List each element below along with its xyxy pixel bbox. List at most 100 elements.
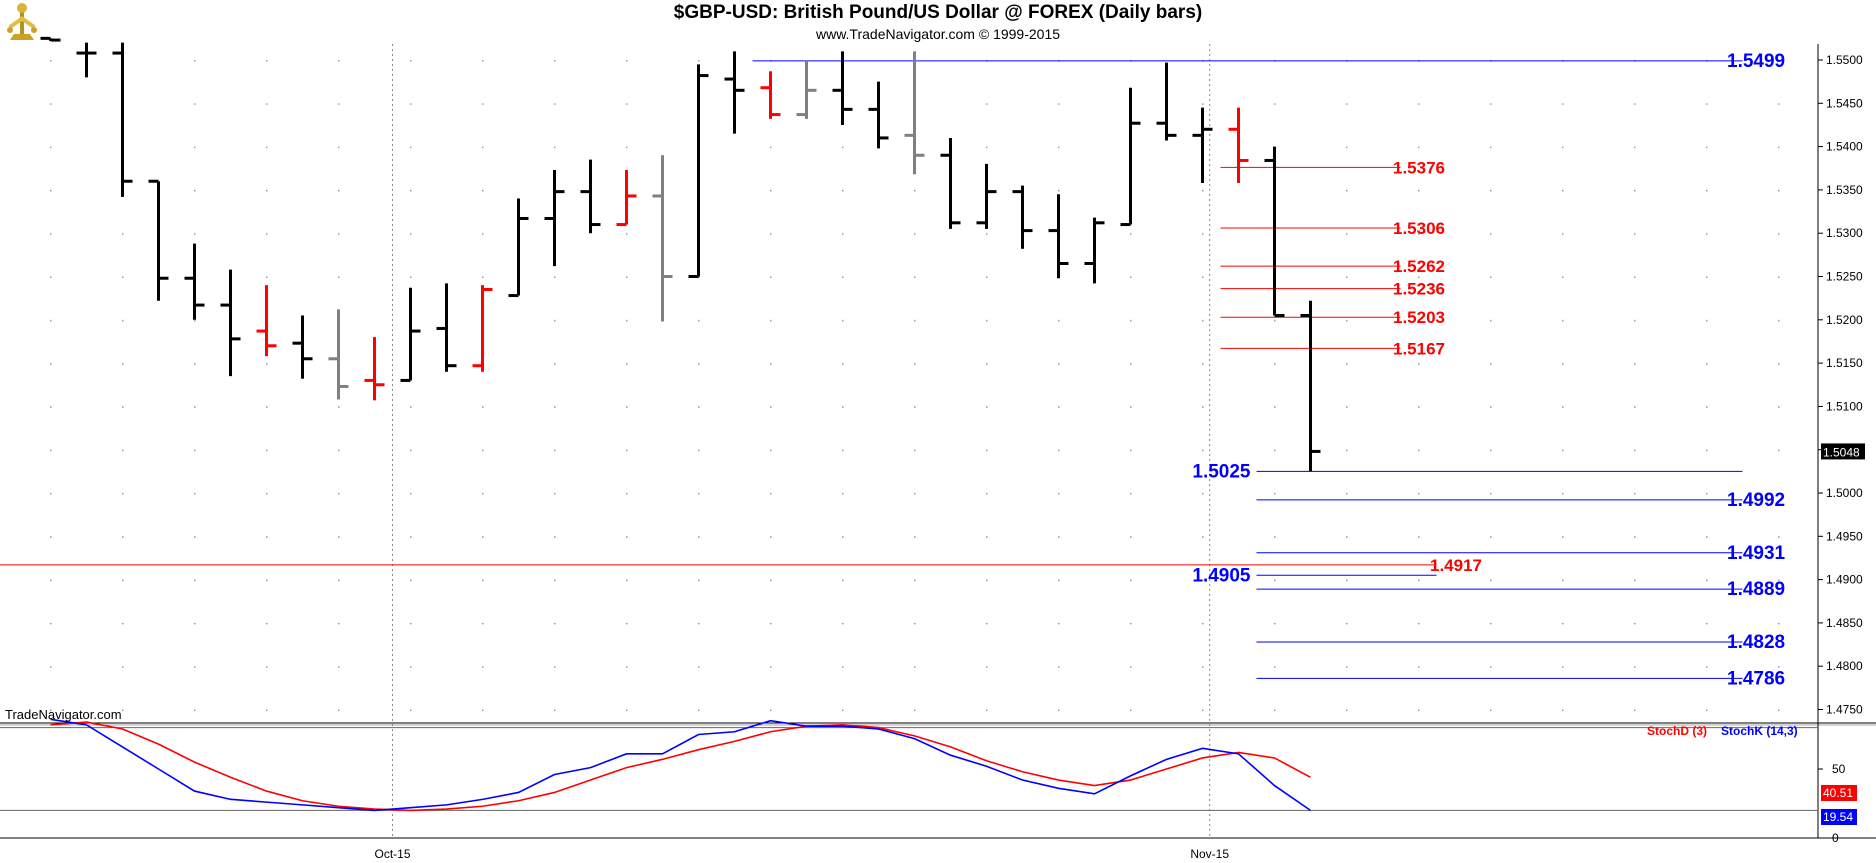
grid-dot bbox=[122, 579, 124, 582]
y-tick-label: 1.5150 bbox=[1826, 356, 1863, 370]
grid-dot bbox=[1778, 189, 1780, 192]
level-label: 1.5499 bbox=[1727, 51, 1785, 72]
grid-dot bbox=[1418, 406, 1420, 408]
grid-dot bbox=[1058, 579, 1060, 582]
grid-dot bbox=[1202, 319, 1204, 322]
grid-dot bbox=[1418, 233, 1420, 235]
grid-dot bbox=[1130, 319, 1132, 322]
grid-dot bbox=[1562, 622, 1564, 625]
grid-dot bbox=[50, 536, 52, 538]
grid-dot bbox=[914, 493, 916, 495]
grid-dot bbox=[554, 60, 556, 62]
grid-dot bbox=[410, 622, 412, 625]
grid-dot bbox=[1346, 493, 1348, 495]
grid-dot bbox=[122, 622, 124, 625]
ohlc-bar bbox=[976, 163, 997, 229]
grid-dot bbox=[1418, 146, 1420, 149]
grid-dot bbox=[1706, 363, 1708, 365]
grid-dot bbox=[1562, 103, 1564, 105]
grid-dot bbox=[1418, 103, 1420, 105]
grid-dot bbox=[122, 709, 124, 711]
grid-dot bbox=[1778, 103, 1780, 105]
grid-dot bbox=[1058, 493, 1060, 495]
grid-dot bbox=[1490, 233, 1492, 235]
grid-dot bbox=[986, 146, 988, 149]
grid-dot bbox=[1490, 666, 1492, 668]
chart-header: $GBP-USD: British Pound/US Dollar @ FORE… bbox=[0, 0, 1876, 44]
grid-dot bbox=[1634, 493, 1636, 495]
y-tick-label: 1.5100 bbox=[1826, 399, 1863, 413]
level-label: 1.4786 bbox=[1727, 668, 1785, 689]
grid-dot bbox=[1634, 579, 1636, 582]
chart-title: $GBP-USD: British Pound/US Dollar @ FORE… bbox=[673, 2, 1203, 23]
grid-dot bbox=[194, 493, 196, 495]
grid-dot bbox=[266, 666, 268, 668]
grid-dot bbox=[194, 406, 196, 408]
grid-dot bbox=[554, 622, 556, 625]
last-price-marker bbox=[1821, 443, 1865, 460]
grid-dot bbox=[1130, 449, 1132, 452]
ohlc-bar bbox=[508, 198, 529, 298]
oscillator-tick-label: 0 bbox=[1832, 831, 1839, 845]
grid-dot bbox=[842, 493, 844, 495]
grid-dot bbox=[1274, 449, 1276, 452]
stoch-k-line bbox=[50, 718, 1311, 812]
y-tick-label: 1.4850 bbox=[1826, 616, 1863, 630]
grid-dot bbox=[1418, 449, 1420, 452]
grid-dot bbox=[554, 276, 556, 278]
grid-dot bbox=[1058, 103, 1060, 105]
level-label: 1.4992 bbox=[1727, 490, 1785, 511]
grid-dot bbox=[482, 406, 484, 408]
grid-dot bbox=[842, 276, 844, 278]
ohlc-bar bbox=[184, 243, 205, 320]
oscillator-tick-label: 50 bbox=[1832, 762, 1846, 776]
grid-dot bbox=[194, 579, 196, 582]
grid-dot bbox=[1058, 146, 1060, 149]
grid-dot bbox=[482, 189, 484, 192]
ohlc-bar bbox=[724, 51, 745, 134]
grid-dot bbox=[554, 363, 556, 365]
ohlc-bar bbox=[364, 337, 385, 401]
grid-dot bbox=[1634, 233, 1636, 235]
grid-dot bbox=[50, 276, 52, 278]
y-tick-label: 1.5250 bbox=[1826, 270, 1863, 284]
ohlc-bar bbox=[292, 315, 313, 379]
grid-dot bbox=[338, 579, 340, 582]
grid-dot bbox=[1418, 319, 1420, 322]
stoch-d-value: 40.51 bbox=[1823, 786, 1853, 800]
grid-dot bbox=[1634, 276, 1636, 278]
level-label: 1.4889 bbox=[1727, 579, 1785, 600]
grid-dot bbox=[194, 146, 196, 149]
chart-subtitle: www.TradeNavigator.com © 1999-2015 bbox=[815, 26, 1061, 42]
level-label: 1.4917 bbox=[1430, 556, 1482, 575]
grid-dot bbox=[842, 189, 844, 192]
grid-dot bbox=[50, 493, 52, 495]
grid-dot bbox=[266, 709, 268, 711]
grid-dot bbox=[986, 319, 988, 322]
ohlc-bar bbox=[148, 179, 169, 301]
grid-dot bbox=[1634, 449, 1636, 452]
grid-dot bbox=[1274, 363, 1276, 365]
grid-dot bbox=[1058, 536, 1060, 538]
grid-dot bbox=[194, 189, 196, 192]
grid-dot bbox=[1778, 146, 1780, 149]
trade-navigator-logo-icon[interactable] bbox=[2, 0, 42, 44]
grid-dot bbox=[914, 666, 916, 668]
grid-dot bbox=[770, 536, 772, 538]
grid-dot bbox=[1346, 276, 1348, 278]
grid-dot bbox=[1202, 189, 1204, 192]
grid-dot bbox=[1562, 276, 1564, 278]
grid-dot bbox=[122, 449, 124, 452]
grid-dot bbox=[626, 233, 628, 235]
grid-dot bbox=[626, 536, 628, 538]
grid-dot bbox=[410, 666, 412, 668]
grid-dot bbox=[338, 233, 340, 235]
grid-dot bbox=[698, 60, 700, 62]
grid-dot bbox=[554, 319, 556, 322]
grid-dot bbox=[1490, 146, 1492, 149]
grid-dot bbox=[410, 103, 412, 105]
grid-dot bbox=[50, 406, 52, 408]
ohlc-bar bbox=[1228, 107, 1249, 183]
grid-dot bbox=[410, 493, 412, 495]
grid-dot bbox=[122, 493, 124, 495]
